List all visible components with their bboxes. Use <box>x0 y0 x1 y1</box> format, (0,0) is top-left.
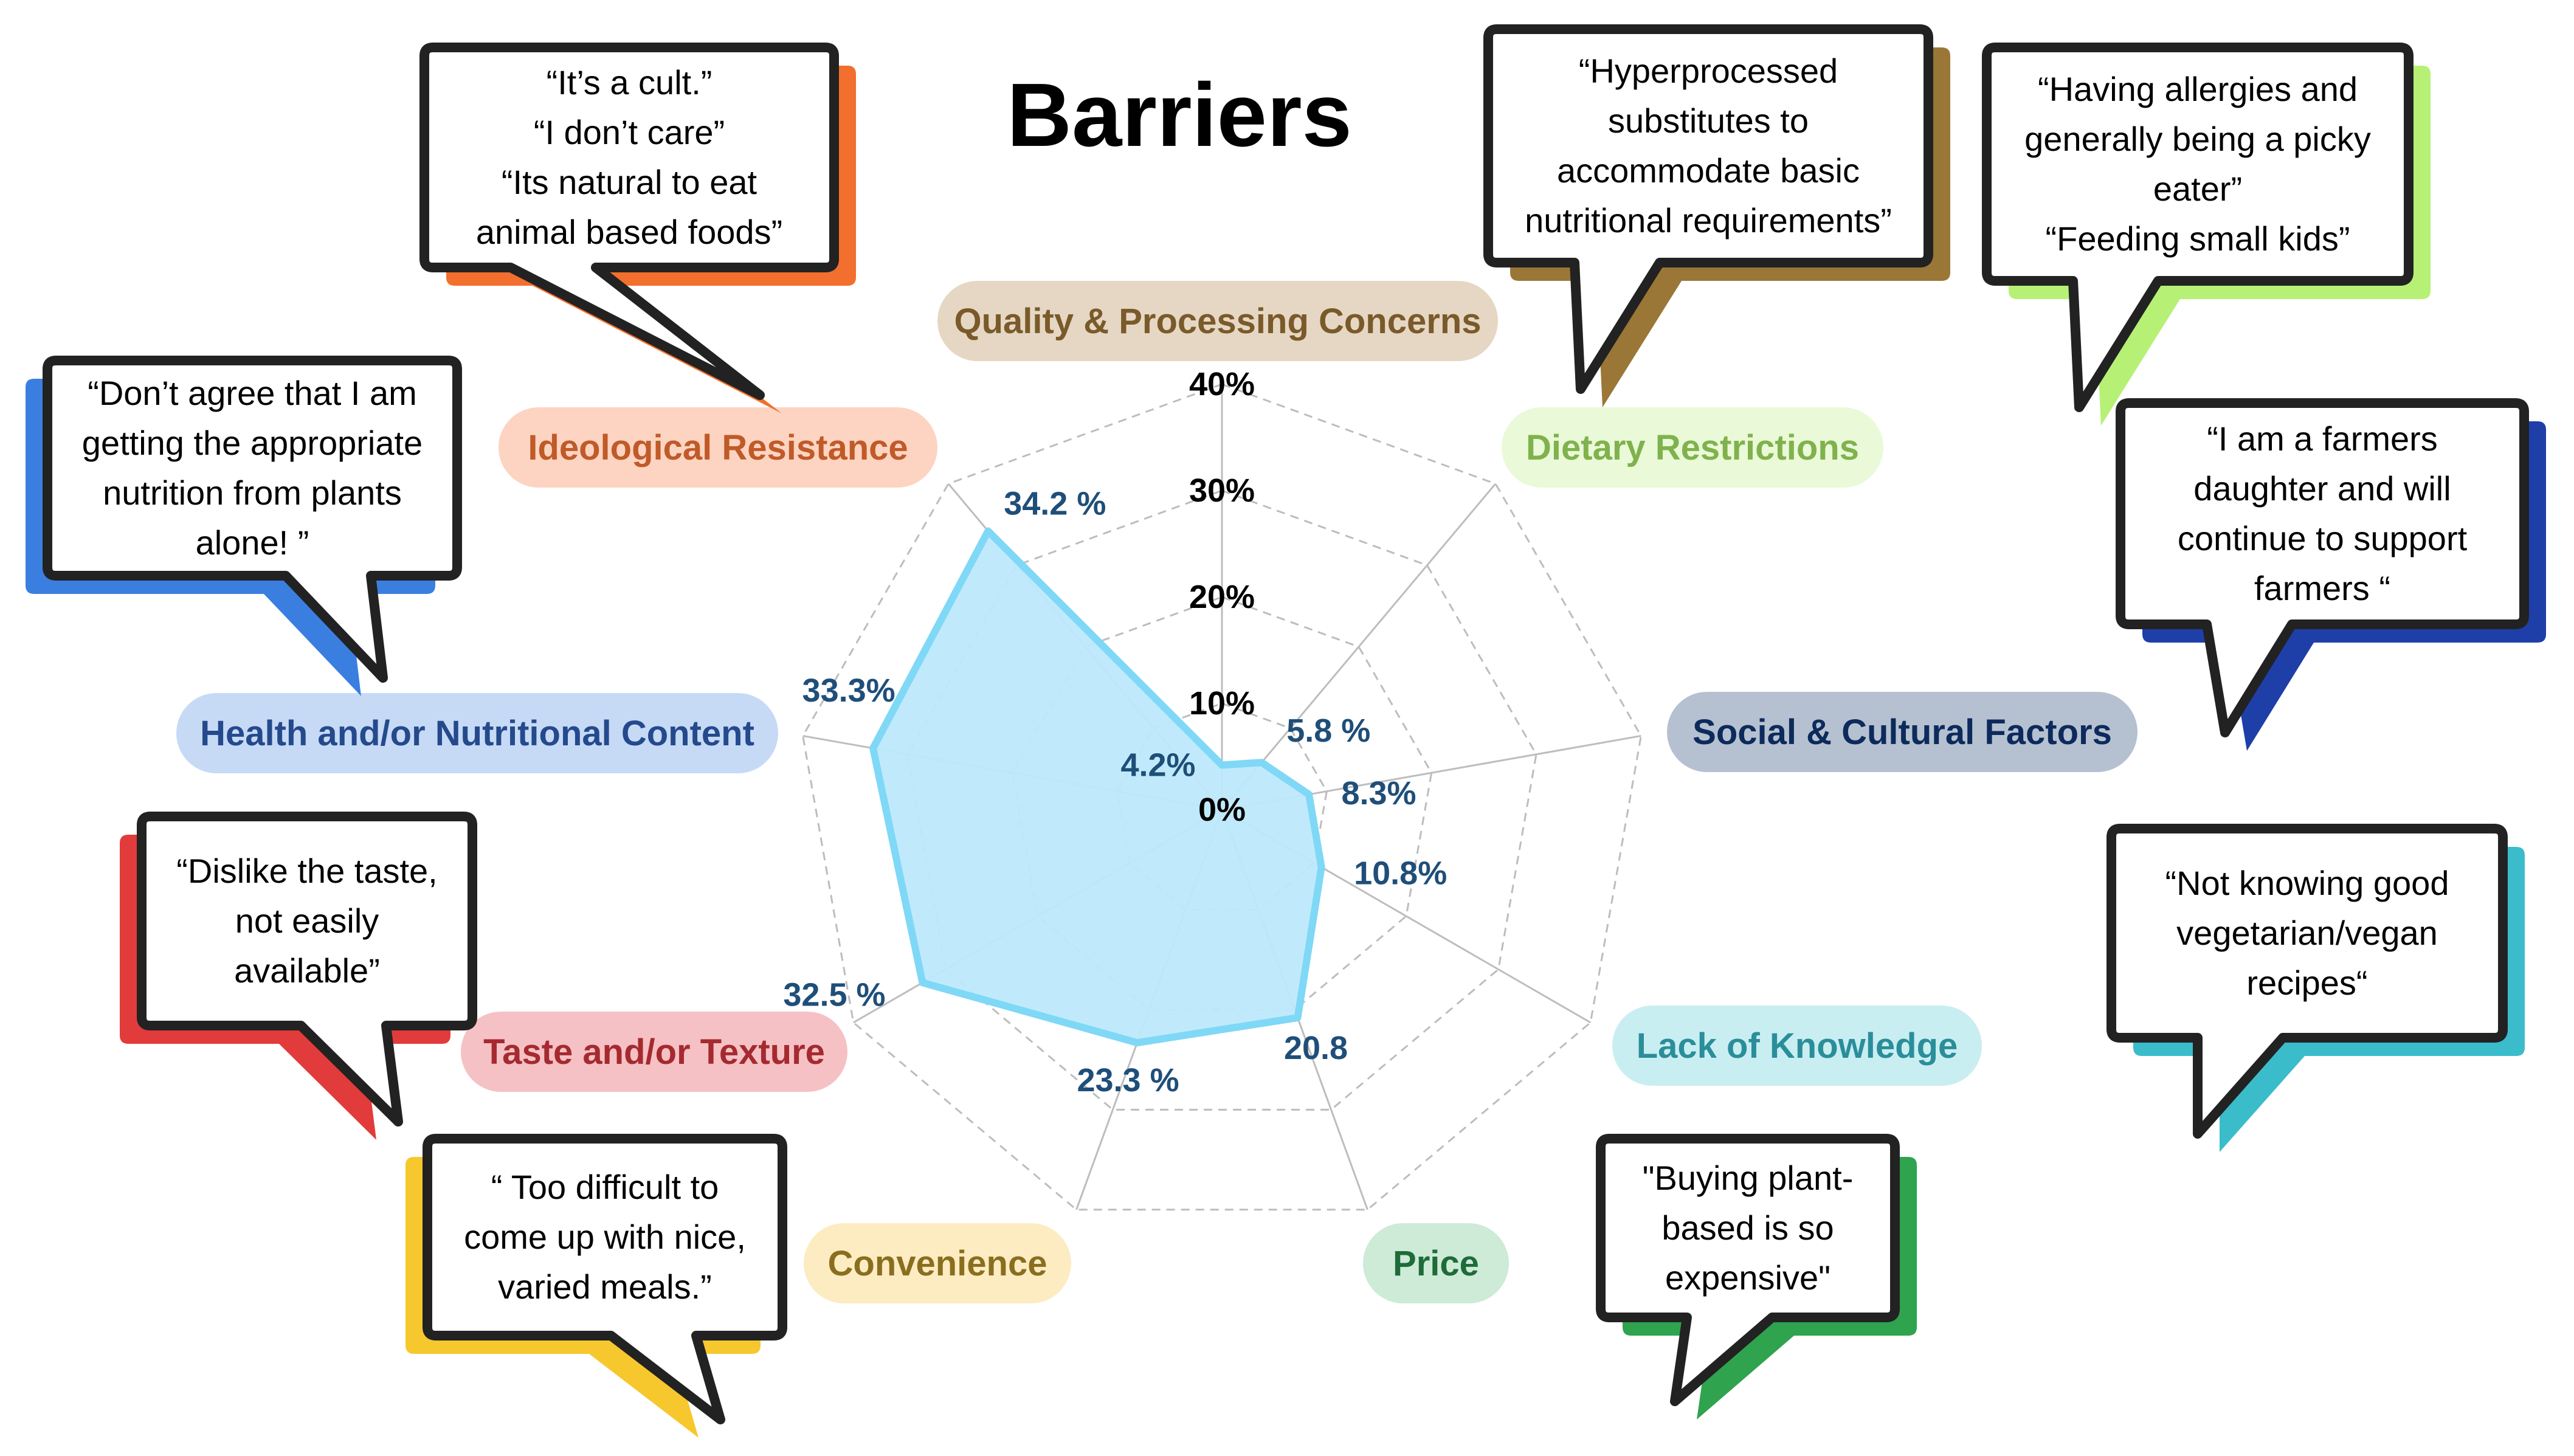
category-text: Ideological Resistance <box>528 427 908 468</box>
speech-bubble-shape <box>1483 24 1950 407</box>
category-label-ideological: Ideological Resistance <box>499 407 937 488</box>
quote-line: varied meals.” <box>498 1268 712 1306</box>
category-text: Taste and/or Texture <box>483 1032 825 1072</box>
category-text: Dietary Restrictions <box>1526 427 1859 468</box>
bubble-outline <box>1483 24 1933 394</box>
value-label: 23.3 % <box>1077 1062 1179 1099</box>
quote-line: continue to support <box>2177 519 2468 557</box>
quote-line: “Feeding small kids” <box>2045 219 2350 258</box>
quote-line: accommodate basic <box>1556 151 1860 190</box>
radar-area <box>869 527 1325 1047</box>
radar-value-labels: 4.2% 5.8 % 8.3% 10.8% 20.8 23.3 % 32.5 % 33.3% 3… <box>783 486 1447 1099</box>
value-label: 34.2 % <box>1004 486 1106 522</box>
value-label: 8.3% <box>1341 775 1416 812</box>
speech-bubble-shape <box>26 356 462 696</box>
axis-tick-label: 40% <box>1189 366 1255 402</box>
speech-bubble-shape <box>2106 824 2525 1152</box>
quote-line: available” <box>234 951 380 990</box>
quote-line: expensive" <box>1665 1258 1831 1297</box>
axis-tick-label: 30% <box>1189 472 1255 509</box>
quote-text: “Having allergies and generally being a … <box>1982 43 2414 286</box>
quote-text: “Hyperprocessed substitutes to accommoda… <box>1483 24 1933 267</box>
quote-line: nutrition from plants <box>103 474 402 512</box>
quote-line: nutritional requirements” <box>1525 201 1892 240</box>
quote-line: farmers “ <box>2254 569 2390 607</box>
quote-line: “Don’t agree that I am <box>88 374 417 412</box>
category-label-social: Social & Cultural Factors <box>1667 692 2138 772</box>
page-title: Barriers <box>1007 65 1352 165</box>
quote-line: "Buying plant- <box>1642 1159 1854 1197</box>
quote-line: eater” <box>2153 170 2243 208</box>
quote-line: generally being a picky <box>2024 120 2371 158</box>
quote-line: animal based foods” <box>475 213 783 251</box>
value-label: 10.8% <box>1354 855 1447 892</box>
axis-tick-label: 20% <box>1189 579 1255 615</box>
quote-line: not easily <box>235 902 379 940</box>
category-label-taste: Taste and/or Texture <box>461 1012 847 1092</box>
quote-line: “Having allergies and <box>2037 70 2358 108</box>
bubble-outline <box>137 812 477 1127</box>
quote-text: “Not knowing good vegetarian/vegan recip… <box>2106 824 2508 1043</box>
quote-line: daughter and will <box>2193 469 2451 508</box>
category-label-quality: Quality & Processing Concerns <box>937 281 1498 361</box>
axis-tick-label: 0% <box>1198 792 1246 828</box>
bubble-outline <box>419 43 839 400</box>
grid-spoke <box>1221 483 1497 810</box>
speech-bubble-shape <box>120 812 477 1140</box>
category-text: Health and/or Nutritional Content <box>200 713 754 753</box>
category-label-dietary: Dietary Restrictions <box>1502 407 1883 488</box>
quote-line: recipes“ <box>2246 964 2368 1002</box>
quote-line: alone! ” <box>195 523 309 562</box>
category-text: Social & Cultural Factors <box>1692 712 2112 752</box>
category-text: Convenience <box>827 1243 1047 1283</box>
quote-text: “It’s a cult.” “I don’t care” “Its natur… <box>419 43 839 272</box>
bubble-outline <box>1596 1134 1900 1406</box>
value-label: 32.5 % <box>783 976 885 1013</box>
radar-series <box>869 527 1325 1047</box>
speech-bubble-shape <box>1982 43 2431 426</box>
value-label: 5.8 % <box>1286 712 1370 749</box>
quote-line: “I don’t care” <box>533 113 725 151</box>
value-label: 4.2% <box>1120 747 1195 784</box>
quote-line: “ Too difficult to <box>491 1168 719 1206</box>
quote-text: “Dislike the taste, not easily available… <box>137 812 477 1030</box>
quote-line: substitutes to <box>1608 102 1809 140</box>
bubble-outline <box>2116 398 2529 737</box>
category-label-health: Health and/or Nutritional Content <box>176 693 778 773</box>
category-text: Quality & Processing Concerns <box>954 301 1482 341</box>
quote-text: “I am a farmers daughter and will contin… <box>2116 398 2529 629</box>
quote-line: getting the appropriate <box>81 424 423 462</box>
quote-line: “Hyperprocessed <box>1578 52 1838 90</box>
bubble-outline <box>1982 43 2414 412</box>
quote-line: “I am a farmers <box>2207 419 2438 458</box>
quote-text: "Buying plant- based is so expensive" <box>1596 1134 1900 1322</box>
bubble-outline <box>423 1134 787 1424</box>
quote-text: “ Too difficult to come up with nice, va… <box>423 1134 787 1340</box>
quote-text: “Don’t agree that I am getting the appro… <box>43 356 462 581</box>
speech-bubble-shape <box>1596 1134 1917 1420</box>
radar-tick-labels: 0% 10% 20% 30% 40% <box>1189 366 1255 828</box>
category-text: Price <box>1393 1243 1479 1283</box>
speech-bubble-shape <box>419 43 856 413</box>
value-label: 33.3% <box>802 672 895 709</box>
quote-line: “It’s a cult.” <box>546 63 713 102</box>
category-text: Lack of Knowledge <box>1636 1026 1958 1066</box>
quote-line: “Dislike the taste, <box>176 852 438 890</box>
bubble-outline <box>2106 824 2508 1139</box>
quote-line: based is so <box>1661 1209 1834 1247</box>
bubble-outline <box>43 356 462 683</box>
category-label-knowledge: Lack of Knowledge <box>1612 1006 1982 1086</box>
value-label: 20.8 <box>1284 1030 1348 1066</box>
speech-bubble-shape <box>2116 398 2546 751</box>
axis-tick-label: 10% <box>1189 685 1255 722</box>
quote-line: come up with nice, <box>464 1218 746 1256</box>
quote-line: “Not knowing good <box>2165 864 2449 902</box>
category-label-price: Price <box>1363 1223 1509 1303</box>
quote-line: vegetarian/vegan <box>2176 914 2438 952</box>
speech-bubble-shape <box>405 1134 787 1438</box>
category-label-convenience: Convenience <box>804 1223 1071 1303</box>
quote-line: “Its natural to eat <box>501 163 757 201</box>
